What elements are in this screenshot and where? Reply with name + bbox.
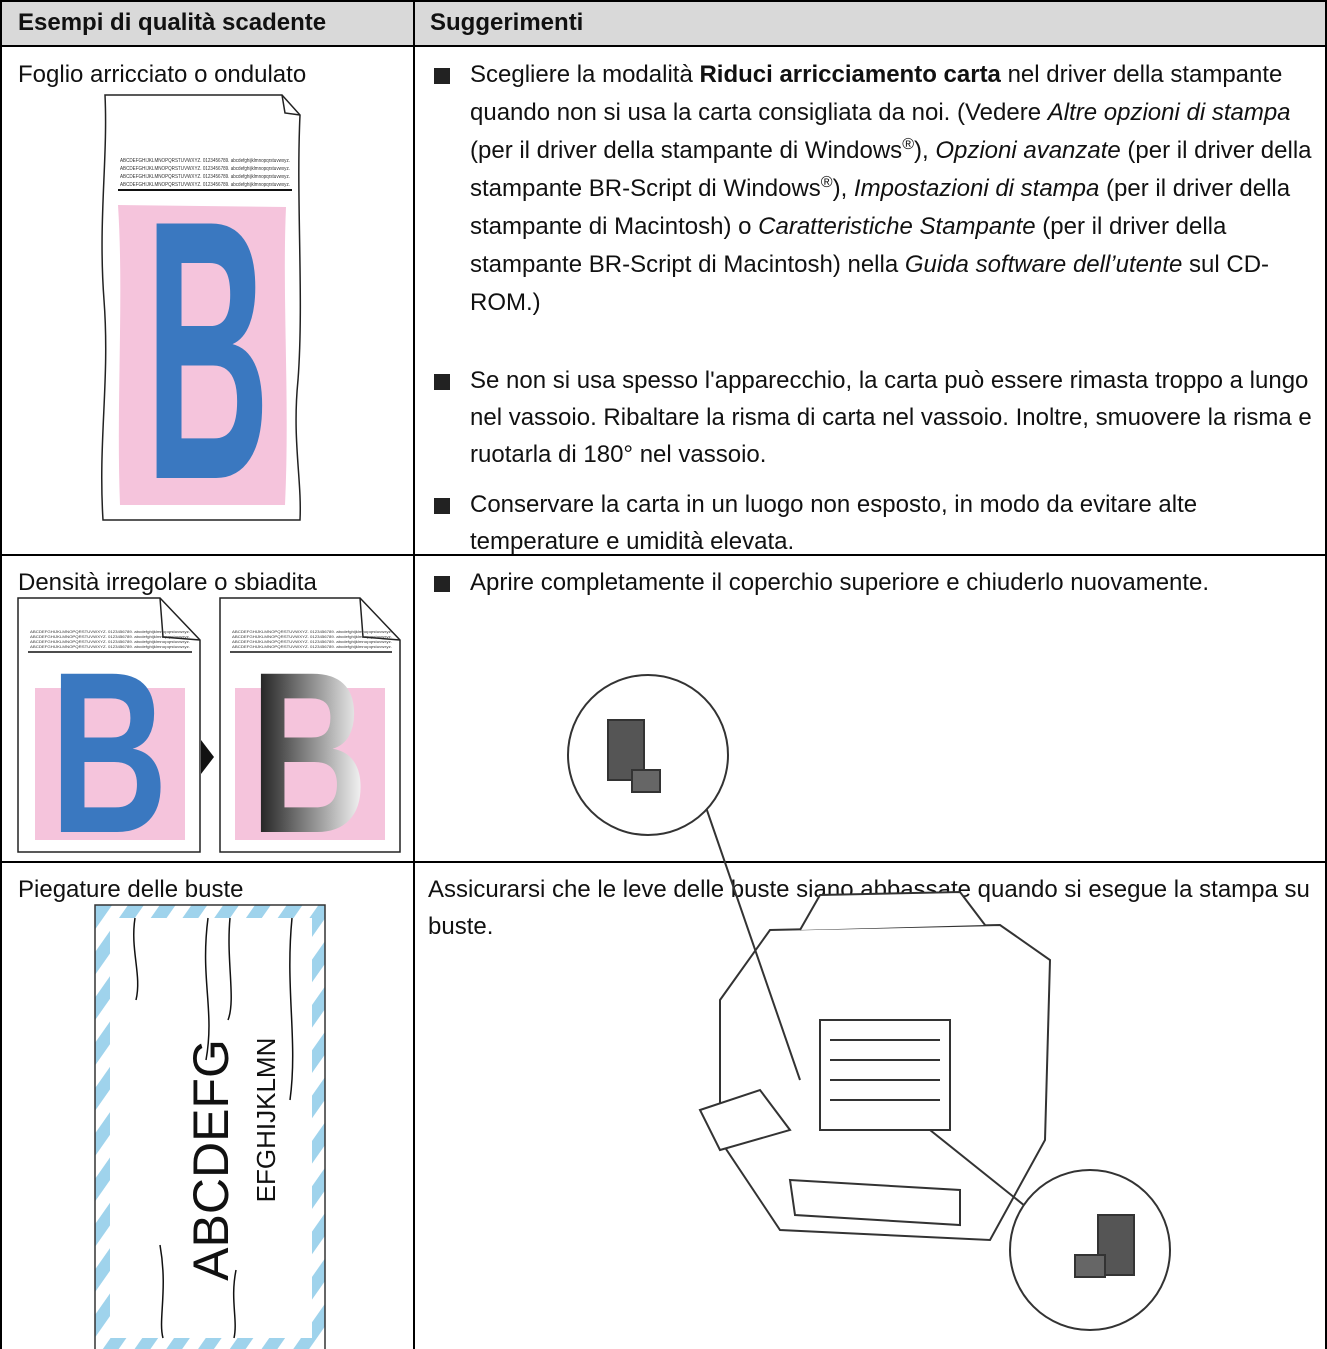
pink-area (35, 688, 185, 840)
zoom-circle (1009, 1169, 1171, 1331)
text: sul CD-ROM.) (470, 251, 1270, 316)
rule (0, 554, 1327, 556)
arrow (201, 740, 214, 774)
paper (17, 597, 201, 853)
problem: Foglio arricciato o ondulato (18, 61, 307, 88)
envelope-text: EFGHIJKLMN (251, 1038, 281, 1203)
fold (281, 94, 301, 116)
fold (159, 597, 201, 641)
text: Impostazioni di stampa (853, 175, 1100, 202)
lever-handle (1074, 1254, 1106, 1278)
suggestion: Aprire completamente il coperchio superi… (434, 564, 1315, 601)
lever-handle (631, 769, 661, 793)
zoom-circle (567, 674, 729, 836)
problem: Piegature delle buste (18, 876, 244, 903)
pink-area (118, 205, 287, 505)
lever (1097, 1214, 1135, 1276)
fold (359, 597, 401, 641)
crease (227, 917, 232, 1021)
sample-text: ABCDEFGHIJKLMNOPQRSTUVWXYZ. 0123456789. … (30, 634, 190, 639)
printer-tray (788, 1178, 961, 1227)
letter: B (145, 144, 270, 557)
crease (204, 917, 210, 1061)
sample-text: ABCDEFGHIJKLMNOPQRSTUVWXYZ. 0123456789. … (30, 644, 190, 649)
letter: B (250, 624, 368, 881)
suggestion: Se non si usa spesso l'apparecchio, la c… (434, 362, 1315, 473)
text: (per il driver della stampante BR-Script… (470, 137, 1312, 202)
sample-text: ABCDEFGHIJKLMNOPQRSTUVWXYZ. 0123456789. … (232, 644, 392, 649)
rule (1325, 0, 1327, 1349)
rule (0, 0, 2, 1349)
sample-text: ABCDEFGHIJKLMNOPQRSTUVWXYZ. 0123456789. … (120, 166, 290, 172)
sample-text: ABCDEFGHIJKLMNOPQRSTUVWXYZ. 0123456789. … (232, 629, 392, 634)
column-header: Suggerimenti (430, 9, 584, 36)
envelope-text: ABCDEFG (183, 1039, 239, 1281)
crease (289, 917, 294, 1101)
paper (101, 94, 302, 521)
rule (0, 0, 1327, 2)
paper (219, 597, 401, 853)
suggestion: Scegliere la modalità Riduci arricciamen… (434, 56, 1315, 322)
suggestion: Conservare la carta in un luogo non espo… (434, 486, 1315, 560)
rule (0, 45, 1327, 47)
sample-text: ABCDEFGHIJKLMNOPQRSTUVWXYZ. 0123456789. … (30, 629, 190, 634)
envelope (94, 904, 326, 1349)
sample-text: ABCDEFGHIJKLMNOPQRSTUVWXYZ. 0123456789. … (120, 174, 290, 180)
printer-flap (698, 1088, 792, 1152)
lever (607, 719, 645, 781)
printer-body (719, 923, 1052, 1242)
sample-text: ABCDEFGHIJKLMNOPQRSTUVWXYZ. 0123456789. … (232, 634, 392, 639)
sample-text: ABCDEFGHIJKLMNOPQRSTUVWXYZ. 0123456789. … (120, 182, 290, 188)
text: ® (820, 174, 833, 191)
crease (159, 1244, 164, 1339)
text: Altre opzioni di stampa (1047, 99, 1291, 126)
note: Assicurarsi che le leve delle buste sian… (428, 876, 1310, 940)
letter: B (50, 624, 168, 881)
text: Opzioni avanzate (935, 137, 1121, 164)
rule (413, 0, 415, 1349)
text: Scegliere la modalità (470, 61, 700, 88)
printer-panel (819, 1019, 951, 1131)
text: ), (913, 137, 936, 164)
sample-text: ABCDEFGHIJKLMNOPQRSTUVWXYZ. 0123456789. … (120, 158, 290, 164)
crease (232, 1269, 237, 1339)
rule (0, 861, 1327, 863)
text: Caratteristiche Stampante (758, 213, 1036, 240)
crease (133, 917, 139, 1001)
problem: Densità irregolare o sbiadita (18, 569, 317, 596)
text: Guida software dell’utente (904, 251, 1183, 278)
sample-text: ABCDEFGHIJKLMNOPQRSTUVWXYZ. 0123456789. … (30, 639, 190, 644)
leader-line (929, 1129, 1031, 1211)
text: Riduci arricciamento carta (699, 61, 1001, 88)
text: ), (832, 175, 854, 202)
printer-detail (830, 1039, 940, 1101)
text: (per il driver della stampante di Macint… (470, 175, 1291, 240)
sample-text: ABCDEFGHIJKLMNOPQRSTUVWXYZ. 0123456789. … (232, 639, 392, 644)
pink-area (235, 688, 385, 840)
header-background (0, 0, 1327, 46)
text: ® (902, 136, 914, 153)
text: (per il driver della stampante di Window… (470, 137, 903, 164)
column-header: Esempi di qualità scadente (18, 9, 327, 36)
text: (per il driver della stampante BR-Script… (470, 213, 1227, 278)
envelope-inner (110, 918, 312, 1338)
printer-illustration (567, 674, 1171, 1331)
text: nel driver della stampante quando non si… (470, 61, 1283, 126)
